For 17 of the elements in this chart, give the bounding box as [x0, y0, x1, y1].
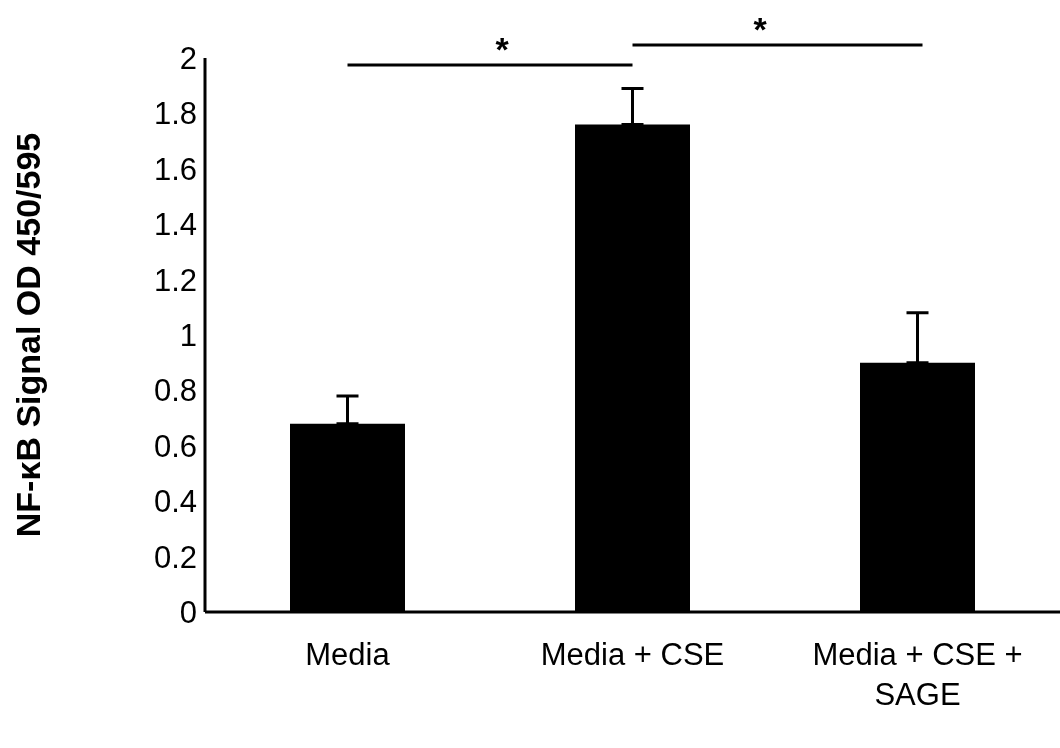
- y-tick-label: 1.6: [153, 151, 197, 187]
- y-tick-label: 0.6: [153, 428, 197, 464]
- y-tick-label: 1.4: [153, 207, 197, 243]
- annotation: *: [495, 30, 510, 68]
- x-tick-label: Media: [305, 637, 391, 672]
- text: *: [753, 10, 768, 48]
- y-tick-label: 2: [179, 41, 197, 77]
- y-tick-label: 0.2: [153, 539, 197, 575]
- x-tick-label: Media + CSE: [540, 637, 725, 672]
- y-tick-label: 0.8: [153, 373, 197, 409]
- y-tick-label: 1: [179, 318, 197, 354]
- y-tick-label: 1.8: [153, 96, 197, 132]
- y-tick-label: 1.2: [153, 262, 197, 298]
- y-tick-label: 0: [179, 595, 197, 631]
- x-tick-label: Media + CSE + SAGE: [812, 637, 1023, 712]
- y-tick-label: 0.4: [153, 484, 197, 520]
- y-axis-title: NF-κB Signal OD 450/595: [9, 132, 48, 538]
